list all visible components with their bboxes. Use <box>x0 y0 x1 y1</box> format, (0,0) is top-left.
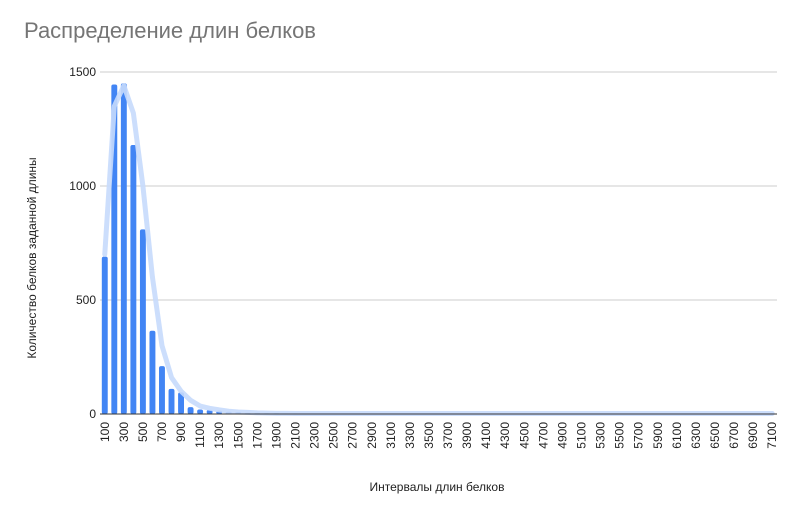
x-tick-label: 1100 <box>193 422 207 448</box>
bar <box>130 144 137 414</box>
bar <box>197 409 204 414</box>
y-tick-label: 500 <box>76 293 96 307</box>
y-tick-label: 0 <box>89 407 96 421</box>
x-tick-label: 4500 <box>517 422 531 449</box>
x-tick-label: 6700 <box>727 422 741 449</box>
chart-title: Распределение длин белков <box>24 18 316 43</box>
x-tick-label: 6500 <box>708 422 722 449</box>
x-tick-label: 2900 <box>365 422 379 449</box>
bar <box>101 256 108 414</box>
x-tick-label: 1500 <box>231 422 245 449</box>
x-tick-label: 4900 <box>556 422 570 449</box>
x-tick-label: 3300 <box>403 422 417 449</box>
x-tick-label: 2500 <box>327 422 341 449</box>
x-tick-label: 900 <box>174 422 188 442</box>
x-tick-label: 5900 <box>651 422 665 449</box>
x-tick-label: 4700 <box>536 422 550 449</box>
x-tick-label: 1700 <box>250 422 264 449</box>
bar <box>159 366 165 414</box>
bar <box>168 388 175 414</box>
bar <box>178 392 185 414</box>
bar <box>139 229 146 414</box>
x-tick-label: 5300 <box>594 422 608 449</box>
x-tick-label: 7100 <box>765 422 779 449</box>
x-tick-label: 300 <box>117 422 131 442</box>
grid-lines <box>100 71 777 301</box>
x-tick-label: 2300 <box>308 422 322 449</box>
x-tick-label: 3100 <box>384 422 398 449</box>
x-tick-label: 6100 <box>670 422 684 449</box>
x-tick-label: 4300 <box>498 422 512 449</box>
x-tick-label: 4100 <box>479 422 493 449</box>
x-tick-label: 3700 <box>441 422 455 449</box>
bar <box>149 330 156 414</box>
x-tick-labels: 100 300 500 700 900 1100 1300 1500 1700 1900 2100 2… <box>98 422 779 449</box>
x-tick-label: 2700 <box>346 422 360 449</box>
bars <box>101 83 776 415</box>
x-tick-label: 1900 <box>269 422 283 449</box>
y-tick-label: 1000 <box>69 179 96 193</box>
x-tick-label: 6300 <box>689 422 703 449</box>
bar <box>120 83 127 415</box>
y-tick-labels: 0 500 1000 1500 <box>69 65 96 421</box>
x-tick-label: 5500 <box>613 422 627 449</box>
x-tick-label: 3500 <box>422 422 436 449</box>
x-tick-label: 2100 <box>289 422 303 449</box>
x-tick-label: 700 <box>155 422 169 442</box>
x-tick-label: 3900 <box>460 422 474 449</box>
bar <box>187 407 194 414</box>
x-tick-label: 500 <box>136 422 150 442</box>
y-axis-title: Количество белков заданной длины <box>25 157 39 358</box>
x-tick-label: 5700 <box>632 422 646 449</box>
y-tick-label: 1500 <box>69 65 96 79</box>
x-tick-label: 6900 <box>746 422 760 449</box>
x-tick-label: 5100 <box>575 422 589 449</box>
x-tick-label: 100 <box>98 422 112 442</box>
x-axis-title: Интервалы длин белков <box>370 480 505 494</box>
trend-line <box>102 83 775 417</box>
x-tick-label: 1300 <box>212 422 226 449</box>
